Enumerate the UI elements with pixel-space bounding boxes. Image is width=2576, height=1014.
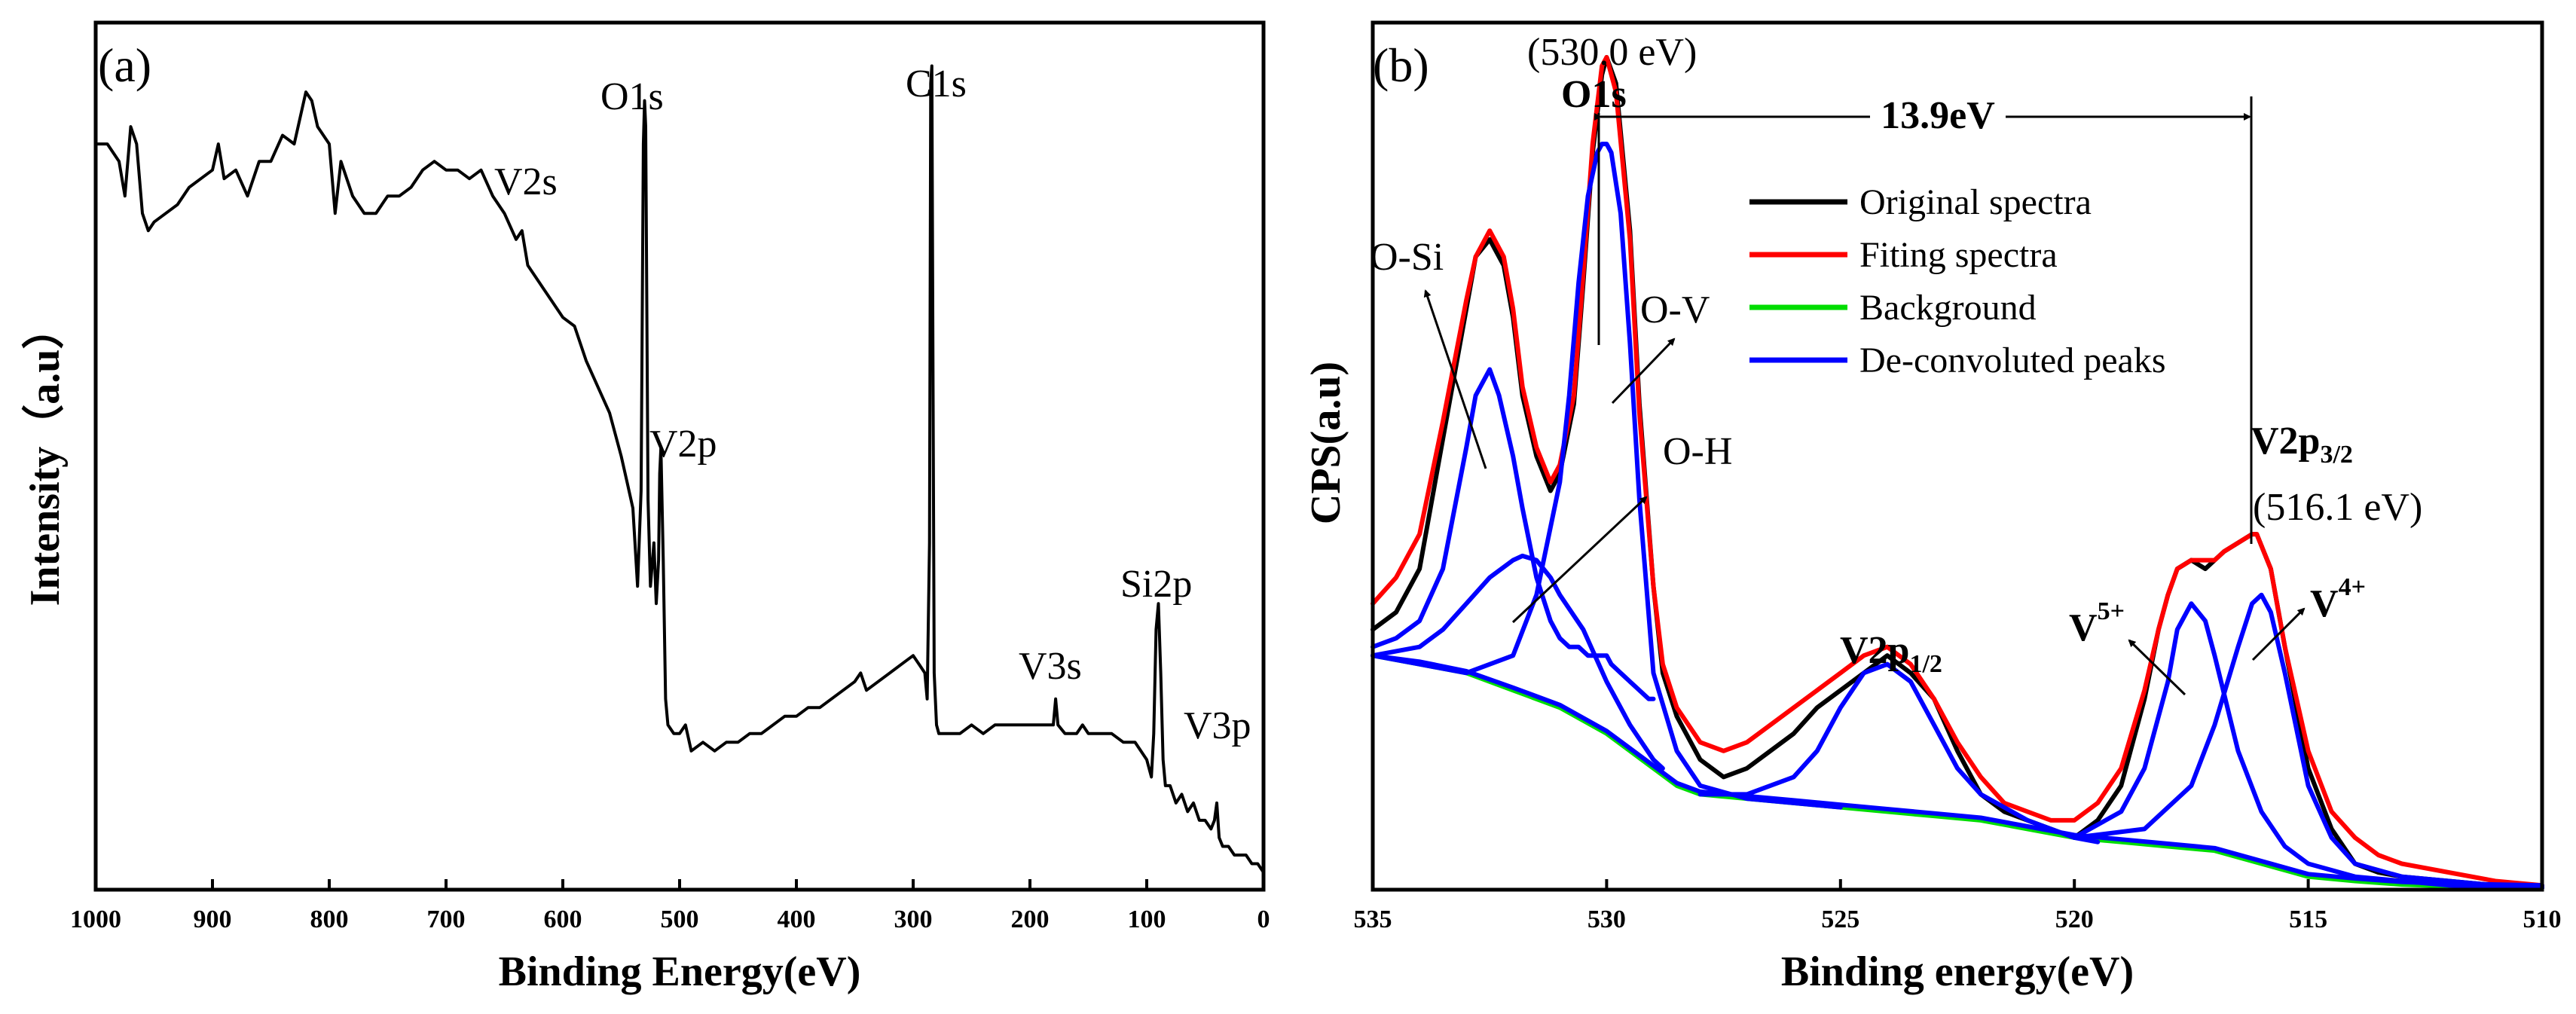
x-tick-label: 530 [1587, 906, 1626, 933]
osi-label: O-Si [1370, 236, 1444, 279]
y-axis-label-b: CPS(a.u) [1303, 362, 1349, 524]
panel-b: 535 530 525 520 515 510 Binding energy(eV) CP… [1303, 20, 2562, 995]
series-line-fiting-spectra [1371, 55, 2544, 888]
panel-label-a: (a) [98, 38, 151, 92]
legend-label-de-convoluted-peaks: De-convoluted peaks [1859, 341, 2166, 380]
x-tick-label: 535 [1354, 906, 1392, 933]
series-line-background [1371, 653, 2544, 890]
peak-label-v2p: V2p [649, 423, 717, 466]
x-tick-label: 515 [2289, 906, 2327, 933]
x-tick-label: 1000 [70, 906, 121, 933]
v5-superscript: 5+ [2098, 597, 2125, 625]
peak-label-c1s: C1s [906, 63, 967, 105]
v2p32-label: V2p3/2 [2251, 420, 2353, 469]
peak-label-o1s: O1s [600, 75, 664, 118]
o1s-label-b: O1s [1561, 73, 1627, 116]
ov-label: O-V [1640, 289, 1710, 331]
x-tick-label: 800 [310, 906, 349, 933]
v5-label: V5+ [2069, 597, 2125, 649]
legend-label-fiting-spectra: Fiting spectra [1859, 235, 2058, 275]
x-tick-label: 200 [1011, 906, 1050, 933]
peak-label-v2s: V2s [494, 160, 558, 203]
x-tick-label: 520 [2055, 906, 2094, 933]
x-tick-label: 400 [778, 906, 816, 933]
series-line-o-v-component [1371, 142, 1843, 810]
separation-label: 13.9eV [1881, 94, 1995, 137]
v5-arrow [2128, 639, 2186, 696]
x-tick-label: 300 [894, 906, 933, 933]
v2p12-subscript: 1/2 [1909, 650, 1942, 678]
peak-label-v3s: V3s [1019, 645, 1082, 688]
v4-label: V4+ [2310, 573, 2366, 625]
ov-arrow [1611, 337, 1676, 405]
x-tick-label: 0 [1257, 906, 1270, 933]
v2p32-subscript: 3/2 [2320, 441, 2352, 469]
v2p12-label: V2p1/2 [1840, 629, 1942, 678]
x-ticks-b: 535 530 525 520 515 510 [1354, 879, 2562, 933]
v2p32-energy-label: (516.1 eV) [2253, 486, 2422, 529]
peak-label-si2p: Si2p [1120, 563, 1192, 606]
series-line-baseline-component [1371, 653, 2544, 888]
plot-b-frame [1371, 20, 2544, 892]
x-tick-label: 510 [2523, 906, 2562, 933]
series-line-de-convoluted-peaks [1371, 367, 1656, 701]
panel-label-b: (b) [1373, 38, 1429, 92]
x-axis-label-b: Binding energy(eV) [1781, 948, 2134, 995]
x-tick-label: 100 [1128, 906, 1166, 933]
plot-a-area [94, 64, 1265, 874]
legend-b: Original spectra Fiting spectra Background… [1749, 182, 2166, 380]
x-ticks-a: 1000 900 800 700 600 500 400 300 200 100 0 [70, 879, 1270, 933]
y-axis-label-a: Intensity（a.u） [21, 307, 69, 606]
series-line-v4-component [2072, 592, 2544, 890]
osi-arrow [1423, 289, 1487, 469]
legend-label-background: Background [1859, 288, 2037, 328]
x-tick-label: 500 [661, 906, 699, 933]
series-line-o-h-component [1371, 553, 1665, 771]
oh-label: O-H [1663, 430, 1732, 473]
v2p12-main: V2p [1840, 629, 1909, 672]
x-tick-label: 700 [427, 906, 466, 933]
oh-arrow [1511, 496, 1648, 624]
panel-a: 1000 900 800 700 600 500 400 300 200 100 0 Binding… [21, 20, 1270, 995]
v2p32-main: V2p [2251, 420, 2320, 463]
o1s-energy-label: (530.0 eV) [1527, 31, 1697, 74]
x-tick-label: 900 [194, 906, 232, 933]
v4-main: V [2310, 582, 2339, 625]
v4-arrow [2251, 607, 2306, 661]
series-line-survey-spectrum [94, 64, 1265, 874]
plot-b-area [1371, 55, 2544, 890]
v4-superscript: 4+ [2339, 573, 2366, 601]
x-tick-label: 600 [544, 906, 582, 933]
x-tick-label: 525 [1821, 906, 1859, 933]
legend-label-original-spectra: Original spectra [1859, 182, 2092, 222]
v5-main: V [2069, 606, 2098, 649]
x-axis-label-a: Binding Energy(eV) [499, 948, 861, 995]
series-line-v2p1-2-component [1697, 661, 2101, 844]
peak-label-v3p: V3p [1184, 704, 1251, 747]
